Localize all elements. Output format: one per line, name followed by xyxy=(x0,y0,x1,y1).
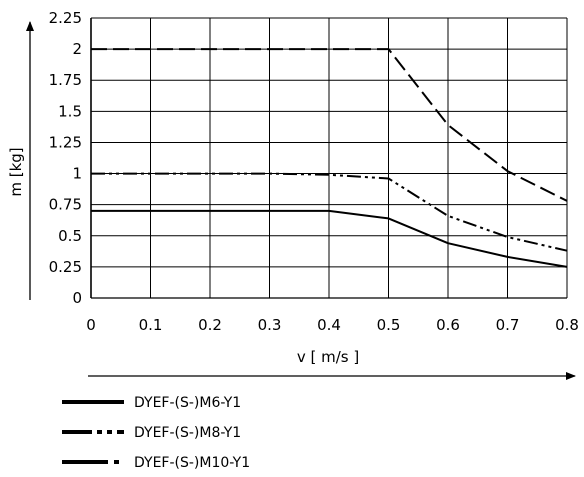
y-tick-label: 0.25 xyxy=(49,258,82,276)
y-tick-label: 0.5 xyxy=(58,227,82,245)
axes xyxy=(26,18,576,380)
series-line-2 xyxy=(91,172,568,252)
y-tick-label: 0 xyxy=(72,289,82,307)
x-tick-label: 0.1 xyxy=(139,316,163,334)
x-tick-label: 0.5 xyxy=(377,316,401,334)
x-tick-label: 0 xyxy=(86,316,96,334)
y-tick-label: 0.75 xyxy=(49,196,82,214)
series-line-1 xyxy=(91,209,568,268)
x-tick-label: 0.6 xyxy=(436,316,460,334)
y-tick-label: 1.75 xyxy=(49,71,82,89)
x-tick-label: 0.2 xyxy=(198,316,222,334)
legend-label-1: DYEF-(S-)M6-Y1 xyxy=(134,395,241,411)
x-tick-label: 0.7 xyxy=(496,316,520,334)
legend: DYEF-(S-)M6-Y1 DYEF-(S-)M8-Y1 DYEF-(S-)M10… xyxy=(62,395,250,471)
series-line-3 xyxy=(91,48,568,202)
x-tick-label: 0.3 xyxy=(258,316,282,334)
x-axis-label: v [ m/s ] xyxy=(297,348,359,366)
y-tick-label: 2 xyxy=(72,40,82,58)
x-tick-label: 0.8 xyxy=(555,316,579,334)
y-tick-label: 2.25 xyxy=(49,9,82,27)
y-axis-label: m [kg] xyxy=(7,147,25,196)
legend-label-3: DYEF-(S-)M10-Y1 xyxy=(134,455,250,471)
y-tick-label: 1.25 xyxy=(49,133,82,151)
tick-labels: 0 0.1 0.2 0.3 0.4 0.5 0.6 0.7 0.8 0 0.25 0.5 0.75 1 1.… xyxy=(49,9,579,334)
x-tick-label: 0.4 xyxy=(317,316,341,334)
grid xyxy=(90,17,568,299)
y-tick-label: 1.5 xyxy=(58,102,82,120)
series-lines xyxy=(91,48,568,268)
axis-labels: m [kg] v [ m/s ] xyxy=(7,147,359,366)
y-tick-label: 1 xyxy=(72,165,82,183)
legend-label-2: DYEF-(S-)M8-Y1 xyxy=(134,425,241,441)
